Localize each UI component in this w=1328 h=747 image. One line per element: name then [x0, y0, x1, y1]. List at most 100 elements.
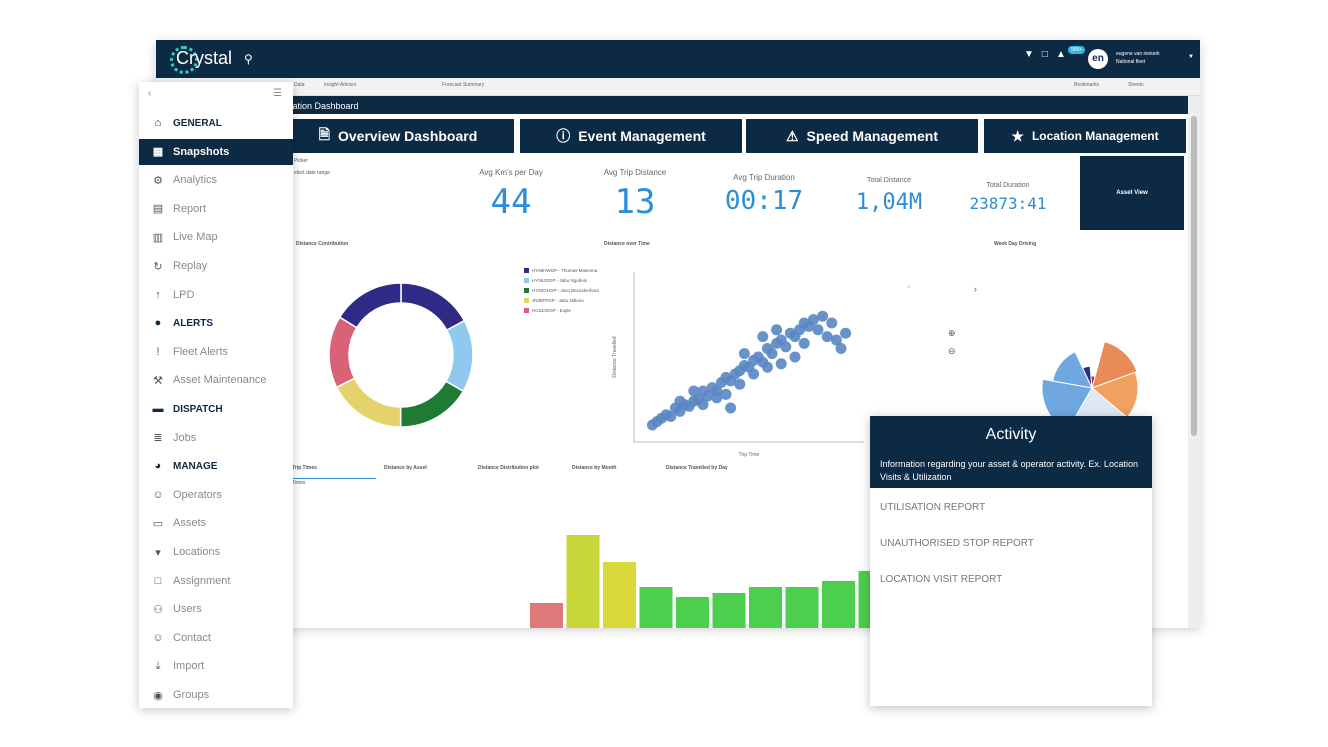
donut-slice[interactable] [328, 316, 358, 389]
scatter-point[interactable] [738, 348, 750, 360]
sidebar-item-assets[interactable]: ▭ Assets [139, 510, 293, 536]
scatter-point[interactable] [780, 341, 792, 353]
asset-view-button[interactable]: Asset View [1080, 156, 1184, 230]
sidebar-item-operators[interactable]: ☺ Operators [139, 482, 293, 508]
scroll-left-icon[interactable]: ‹ [908, 284, 910, 290]
chevron-down-icon[interactable]: ▼ [1188, 54, 1194, 60]
scrollbar[interactable] [1188, 96, 1200, 628]
bar[interactable] [749, 587, 782, 628]
sidebar-item-assignment[interactable]: □ Assignment [139, 568, 293, 594]
scatter-point[interactable] [688, 385, 700, 397]
scatter-point[interactable] [697, 399, 709, 411]
search-icon[interactable]: ⚲ [244, 52, 253, 66]
bookmarks-button[interactable]: Bookmarks [1074, 82, 1100, 88]
tab-distance-by-day[interactable]: Distance Travelled by Day [666, 465, 728, 471]
bell-icon[interactable]: ▲ [1055, 49, 1066, 60]
date-range-select[interactable]: elect date range [294, 170, 330, 176]
sidebar-item-locations[interactable]: ▾ Locations [139, 539, 293, 565]
scatter-point[interactable] [835, 343, 847, 354]
scatter-point[interactable] [665, 411, 677, 422]
scroll-right-icon[interactable]: › [974, 284, 977, 294]
user-info[interactable]: eugene van niekerk National fleet [1116, 50, 1176, 66]
donut-slice[interactable] [444, 319, 474, 393]
tab-distance-by-asset[interactable]: Distance by Asset [384, 465, 427, 471]
scatter-point[interactable] [775, 358, 787, 370]
polar-wedge[interactable] [1041, 378, 1093, 424]
polar-wedge[interactable] [1082, 365, 1093, 389]
zoom-out-icon[interactable]: ⊖ [948, 346, 956, 356]
scatter-point[interactable] [771, 324, 783, 336]
scrollbar-thumb[interactable] [1191, 116, 1197, 436]
scatter-point[interactable] [821, 331, 833, 343]
zoom-in-icon[interactable]: ⊕ [948, 328, 956, 338]
tab-distance-distribution[interactable]: Distance Distribution plot [478, 465, 539, 471]
tab-trip-times[interactable]: Trip Times [292, 465, 317, 471]
scatter-point[interactable] [720, 388, 732, 400]
sidebar-item-contact[interactable]: ☺ Contact [139, 625, 293, 651]
scatter-point[interactable] [807, 314, 819, 326]
sidebar-item-asset-maintenance[interactable]: ⚒ Asset Maintenance [139, 367, 293, 393]
tab-distance-by-month[interactable]: Distance by Month [572, 465, 617, 471]
bar[interactable] [785, 587, 819, 628]
sidebar-item-manage[interactable]: ◕ MANAGE [139, 453, 293, 479]
scatter-point[interactable] [757, 331, 769, 343]
donut-slice[interactable] [400, 282, 466, 332]
bar[interactable] [603, 562, 636, 628]
sidebar-item-analytics[interactable]: ⚙ Analytics [139, 167, 293, 193]
event-management-button[interactable]: ⓘ Event Management [520, 119, 742, 153]
sidebar-item-general[interactable]: ⌂ GENERAL [139, 110, 293, 136]
sidebar-item-groups[interactable]: ◉ Groups [139, 682, 293, 708]
bar[interactable] [676, 597, 709, 628]
sidebar-item-import[interactable]: ⤓ Import [139, 653, 293, 679]
scatter-point[interactable] [674, 395, 686, 407]
sidebar-item-live-map[interactable]: ▥ Live Map [139, 224, 293, 250]
bar[interactable] [822, 581, 855, 628]
scatter-point[interactable] [748, 368, 760, 380]
donut-slice[interactable] [338, 282, 402, 329]
location-management-button[interactable]: ★ Location Management [984, 119, 1186, 153]
filter-icon[interactable]: ▼ [1024, 49, 1034, 60]
sidebar-item-alerts[interactable]: ● ALERTS [139, 310, 293, 336]
sidebar-item-jobs[interactable]: ≣ Jobs [139, 425, 293, 451]
sidebar-item-fleet-alerts[interactable]: ! Fleet Alerts [139, 339, 293, 365]
bar[interactable] [712, 593, 746, 628]
chat-icon[interactable]: □ [1041, 49, 1048, 60]
polar-wedge[interactable] [1091, 341, 1138, 389]
sidebar-item-replay[interactable]: ↻ Replay [139, 253, 293, 279]
back-icon[interactable]: ‹ [148, 88, 152, 99]
overview-dashboard-button[interactable]: 🗎 Overview Dashboard [282, 119, 514, 153]
scatter-point[interactable] [789, 351, 801, 363]
sheets-button[interactable]: Sheets [1128, 82, 1144, 88]
scatter-point[interactable] [766, 348, 778, 360]
sidebar-item-lpd[interactable]: ↑ LPD [139, 282, 293, 308]
donut-slice[interactable] [399, 380, 465, 428]
utilisation-report-link[interactable]: UTILISATION REPORT [880, 502, 986, 513]
scatter-point[interactable] [830, 334, 842, 346]
tab-forecast-summary[interactable]: Forecast Summary [442, 82, 485, 88]
bar[interactable] [566, 535, 600, 628]
scatter-point[interactable] [702, 390, 714, 402]
scatter-point[interactable] [817, 310, 829, 322]
scatter-point[interactable] [725, 402, 737, 414]
bar[interactable] [530, 603, 563, 628]
scatter-point[interactable] [761, 361, 773, 373]
scatter-point[interactable] [711, 392, 723, 404]
location-visit-report-link[interactable]: LOCATION VISIT REPORT [880, 574, 1003, 585]
tab-data[interactable]: Data [294, 82, 305, 88]
sidebar-item-users[interactable]: ⚇ Users [139, 596, 293, 622]
scatter-point[interactable] [840, 327, 852, 339]
scatter-point[interactable] [734, 378, 746, 390]
donut-slice[interactable] [335, 377, 402, 428]
sidebar-item-snapshots[interactable]: ▦ Snapshots [139, 138, 293, 165]
sidebar-item-report[interactable]: ▤ Report [139, 196, 293, 222]
scatter-point[interactable] [826, 317, 838, 329]
tab-insight-advisor[interactable]: Insight Advisor [324, 82, 357, 88]
scatter-point[interactable] [812, 324, 824, 336]
sidebar-item-dispatch[interactable]: ▬ DISPATCH [139, 396, 293, 422]
avatar[interactable]: en [1088, 49, 1108, 69]
speed-management-button[interactable]: ⚠ Speed Management [746, 119, 978, 153]
menu-icon[interactable]: ☰ [273, 88, 282, 99]
scatter-point[interactable] [798, 337, 810, 349]
bar[interactable] [639, 587, 673, 628]
unauthorised-stop-report-link[interactable]: UNAUTHORISED STOP REPORT [880, 538, 1034, 549]
